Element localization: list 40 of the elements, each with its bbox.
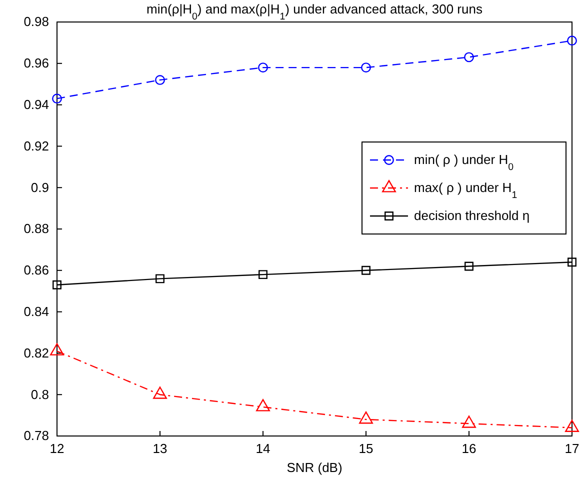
x-tick-label: 16 bbox=[462, 441, 476, 456]
x-tick-label: 17 bbox=[564, 441, 580, 456]
y-tick-label: 0.8 bbox=[30, 386, 49, 402]
point bbox=[156, 274, 164, 284]
point bbox=[258, 270, 268, 280]
point bbox=[568, 258, 576, 267]
y-tick-label: 0.96 bbox=[24, 56, 49, 71]
point bbox=[362, 266, 370, 275]
point bbox=[256, 399, 270, 412]
point bbox=[50, 343, 64, 356]
x-tick-label: 12 bbox=[50, 441, 64, 456]
y-tick-label: 0.82 bbox=[24, 345, 49, 360]
x-tick-label: 13 bbox=[152, 441, 168, 456]
point bbox=[565, 420, 579, 432]
point bbox=[567, 36, 577, 46]
x-tick-label: 15 bbox=[358, 441, 374, 456]
y-tick-label: 0.78 bbox=[24, 428, 49, 444]
chart-title: min(ρ|H$_{0}$) and max(ρ|H$_{1}$) under advanced attack, 300 runs bbox=[146, 1, 483, 22]
legend-label: min( ρ ) under H$_{0}$ bbox=[414, 152, 514, 172]
point bbox=[52, 94, 62, 104]
point bbox=[462, 416, 476, 428]
point bbox=[361, 62, 371, 72]
point bbox=[464, 262, 474, 271]
y-tick-label: 0.94 bbox=[24, 96, 49, 112]
y-tick-label: 0.98 bbox=[24, 14, 49, 30]
legend-label: max( ρ ) under H$_{1}$ bbox=[414, 180, 518, 200]
point bbox=[155, 75, 165, 85]
point bbox=[359, 412, 373, 424]
y-tick-label: 0.92 bbox=[24, 138, 49, 154]
y-tick-label: 0.86 bbox=[24, 262, 49, 278]
point bbox=[52, 280, 62, 290]
legend-label: decision threshold η bbox=[414, 208, 530, 223]
point bbox=[153, 386, 167, 399]
y-tick-label: 0.88 bbox=[24, 221, 49, 236]
x-axis-title: SNR (dB) bbox=[286, 460, 342, 475]
point bbox=[258, 62, 268, 72]
point bbox=[464, 52, 474, 62]
y-tick-label: 0.9 bbox=[30, 180, 49, 195]
x-tick-label: 14 bbox=[256, 441, 270, 456]
y-tick-label: 0.84 bbox=[24, 304, 49, 319]
